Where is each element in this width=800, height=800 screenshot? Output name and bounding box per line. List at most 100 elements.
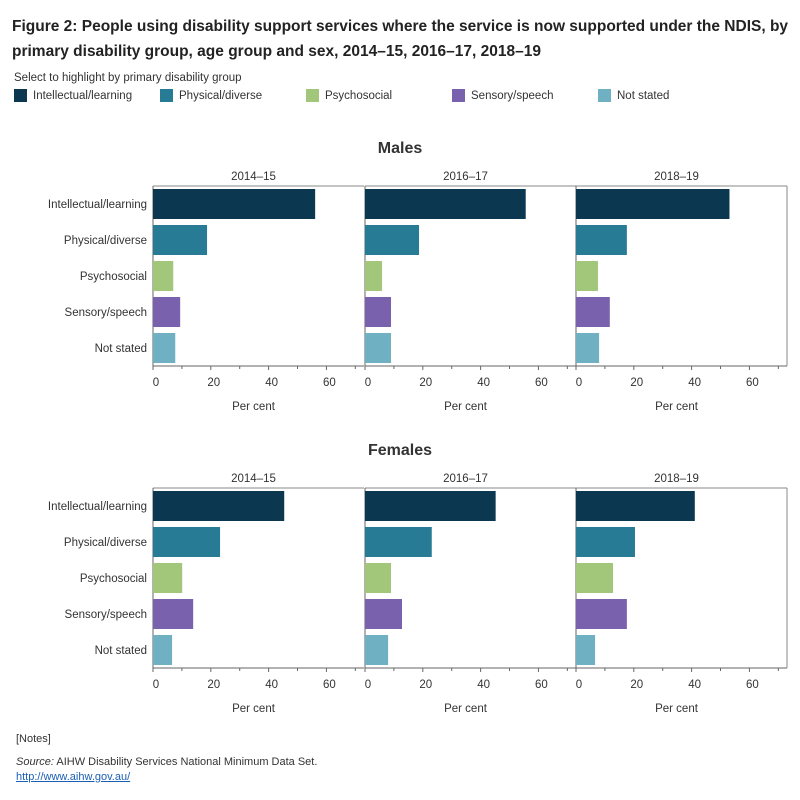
legend-swatch — [160, 89, 173, 102]
x-axis-label: Per cent — [232, 401, 276, 413]
bar — [576, 635, 596, 665]
bar — [576, 527, 635, 557]
x-tick-label: 40 — [477, 377, 490, 389]
x-tick-label: 20 — [630, 679, 643, 691]
bar — [365, 635, 389, 665]
bar — [576, 225, 627, 255]
legend-swatch — [452, 89, 465, 102]
bar — [576, 189, 730, 219]
x-axis-label: Per cent — [444, 703, 488, 715]
figure-title: Figure 2: People using disability suppor… — [12, 18, 789, 60]
bar — [365, 333, 392, 363]
panel-title: Males — [378, 140, 423, 157]
x-tick-label: 0 — [365, 377, 371, 389]
legend-swatch — [14, 89, 27, 102]
bar — [365, 297, 392, 327]
year-label: 2014–15 — [231, 171, 276, 183]
source-link[interactable]: http://www.aihw.gov.au/ — [16, 771, 131, 783]
x-axis-label: Per cent — [444, 401, 488, 413]
x-tick-label: 0 — [576, 679, 582, 691]
year-label: 2016–17 — [443, 473, 488, 485]
x-tick-label: 40 — [265, 679, 278, 691]
x-tick-label: 60 — [535, 377, 548, 389]
chart: Males Intellectual/learning Physical/diver… — [48, 140, 788, 715]
bar — [576, 563, 613, 593]
bar — [365, 599, 402, 629]
bar — [153, 635, 173, 665]
category-label: Sensory/speech — [65, 609, 147, 621]
year-label: 2018–19 — [654, 171, 699, 183]
legend-swatch — [598, 89, 611, 102]
category-label: Not stated — [95, 343, 147, 355]
bar — [576, 599, 627, 629]
category-label: Sensory/speech — [65, 307, 147, 319]
year-label: 2018–19 — [654, 473, 699, 485]
bar — [153, 563, 183, 593]
bar — [576, 261, 598, 291]
bar — [365, 527, 432, 557]
bar — [365, 563, 392, 593]
bar — [153, 261, 174, 291]
bar — [153, 491, 285, 521]
legend-swatch — [306, 89, 319, 102]
x-tick-label: 40 — [265, 377, 278, 389]
category-label: Not stated — [95, 645, 147, 657]
x-tick-label: 60 — [746, 377, 759, 389]
x-axis-label: Per cent — [232, 703, 276, 715]
category-label: Physical/diverse — [64, 537, 147, 549]
bar — [153, 527, 221, 557]
source-label: Source: — [16, 756, 54, 768]
bar — [365, 189, 526, 219]
x-tick-label: 60 — [323, 377, 336, 389]
x-tick-label: 20 — [207, 679, 220, 691]
notes-link[interactable]: [Notes] — [16, 733, 51, 745]
bar — [153, 333, 176, 363]
legend-label: Physical/diverse — [179, 89, 263, 102]
source-text: AIHW Disability Services National Minimu… — [53, 756, 318, 768]
x-tick-label: 40 — [688, 377, 701, 389]
bar — [365, 225, 420, 255]
category-label: Psychosocial — [80, 573, 147, 585]
legend-title: Select to highlight by primary disabilit… — [14, 72, 242, 84]
legend-item[interactable]: Not stated — [598, 89, 669, 102]
x-tick-label: 60 — [746, 679, 759, 691]
x-axis-label: Per cent — [655, 401, 699, 413]
category-label: Psychosocial — [80, 271, 147, 283]
x-tick-label: 60 — [323, 679, 336, 691]
category-label: Intellectual/learning — [48, 199, 147, 211]
x-tick-label: 40 — [477, 679, 490, 691]
x-tick-label: 20 — [207, 377, 220, 389]
x-tick-label: 0 — [576, 377, 582, 389]
x-tick-label: 20 — [419, 679, 432, 691]
legend-item[interactable]: Physical/diverse — [160, 89, 262, 102]
category-label: Intellectual/learning — [48, 501, 147, 513]
year-label: 2016–17 — [443, 171, 488, 183]
legend-item[interactable]: Psychosocial — [306, 89, 392, 102]
legend-label: Sensory/speech — [471, 89, 554, 102]
legend-item[interactable]: Intellectual/learning — [14, 89, 132, 102]
year-label: 2014–15 — [231, 473, 276, 485]
x-tick-label: 20 — [630, 377, 643, 389]
bar — [576, 491, 695, 521]
legend-label: Intellectual/learning — [33, 89, 133, 102]
source: Source: AIHW Disability Services Nationa… — [16, 756, 317, 768]
panel-title: Females — [368, 442, 432, 459]
legend-item[interactable]: Sensory/speech — [452, 89, 553, 102]
category-label: Physical/diverse — [64, 235, 147, 247]
bar — [153, 225, 208, 255]
legend-label: Psychosocial — [325, 89, 393, 102]
x-tick-label: 40 — [688, 679, 701, 691]
bar — [576, 333, 600, 363]
bar — [153, 297, 181, 327]
x-tick-label: 60 — [535, 679, 548, 691]
legend-label: Not stated — [617, 89, 670, 102]
bar — [153, 189, 316, 219]
bar — [153, 599, 194, 629]
bar — [365, 261, 383, 291]
x-tick-label: 0 — [153, 679, 159, 691]
bar — [576, 297, 610, 327]
x-tick-label: 0 — [365, 679, 371, 691]
x-tick-label: 20 — [419, 377, 432, 389]
x-axis-label: Per cent — [655, 703, 699, 715]
x-tick-label: 0 — [153, 377, 159, 389]
